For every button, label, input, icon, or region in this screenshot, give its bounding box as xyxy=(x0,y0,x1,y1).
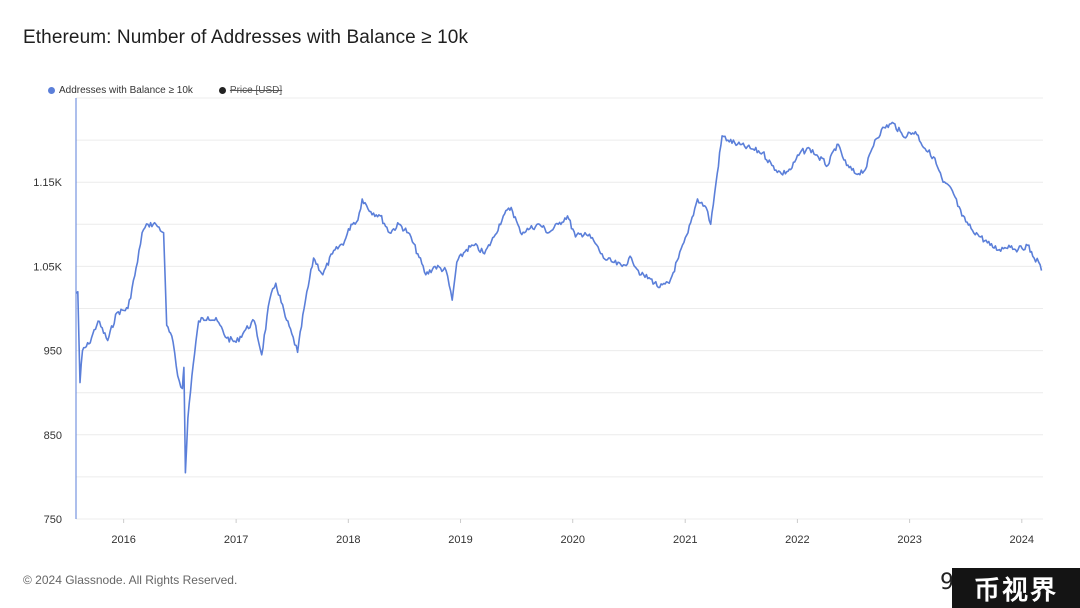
x-tick-label: 2017 xyxy=(224,534,248,546)
watermark-logo: 币视界 xyxy=(952,568,1080,608)
x-tick-label: 2016 xyxy=(111,534,135,546)
chart-grid xyxy=(76,97,1043,520)
x-tick-label: 2019 xyxy=(448,534,472,546)
chart-title: Ethereum: Number of Addresses with Balan… xyxy=(23,27,469,48)
y-tick-label: 850 xyxy=(44,430,62,442)
series-line-addresses[interactable] xyxy=(75,121,1043,474)
legend-label-addresses: Addresses with Balance ≥ 10k xyxy=(59,84,193,96)
x-tick-label: 2018 xyxy=(336,534,360,546)
x-tick-label: 2023 xyxy=(897,534,921,546)
y-tick-label: 950 xyxy=(44,346,62,358)
y-tick-label: 750 xyxy=(44,514,62,526)
watermark-partial: 9 xyxy=(940,570,954,595)
copyright-text: © 2024 Glassnode. All Rights Reserved. xyxy=(23,573,238,587)
legend-item-addresses[interactable]: Addresses with Balance ≥ 10k xyxy=(48,85,193,96)
chart-legend: Addresses with Balance ≥ 10k Price [USD] xyxy=(48,83,308,97)
x-tick-label: 2022 xyxy=(785,534,809,546)
y-axis-ticks: 750 850 950 1.05K 1.15K xyxy=(33,177,62,526)
legend-dot-price xyxy=(218,86,226,94)
legend-item-price[interactable]: Price [USD] xyxy=(218,84,283,96)
x-tick-label: 2021 xyxy=(673,534,697,546)
x-tick-label: 2024 xyxy=(1010,534,1034,546)
legend-dot-addresses xyxy=(48,86,55,94)
y-tick-label: 1.15K xyxy=(33,177,62,189)
legend-label-price: Price [USD] xyxy=(229,84,283,96)
x-tick-label: 2020 xyxy=(560,534,584,546)
y-tick-label: 1.05K xyxy=(33,261,62,273)
x-axis-ticks: 2016 2017 2018 2019 2020 2021 2022 2023 2024 xyxy=(111,519,1034,546)
